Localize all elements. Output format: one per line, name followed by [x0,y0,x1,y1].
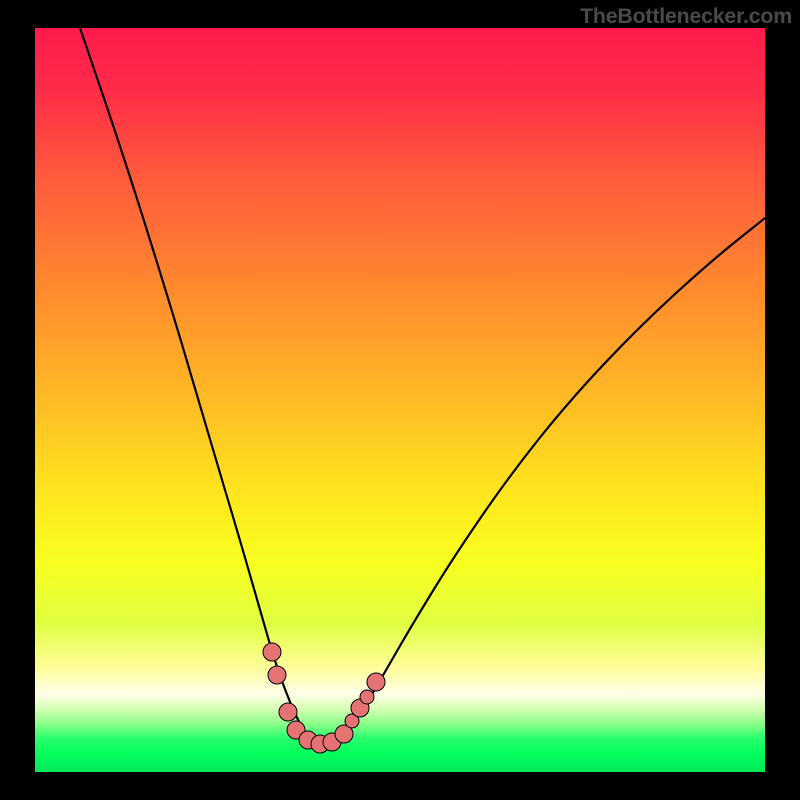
chart-svg [0,0,800,800]
data-marker [279,703,297,721]
data-marker [360,690,374,704]
data-marker [367,673,385,691]
heatmap-background [35,28,765,772]
attribution-label: TheBottlenecker.com [580,4,792,29]
data-marker [263,643,281,661]
outer-frame: TheBottlenecker.com [0,0,800,800]
data-marker [268,666,286,684]
